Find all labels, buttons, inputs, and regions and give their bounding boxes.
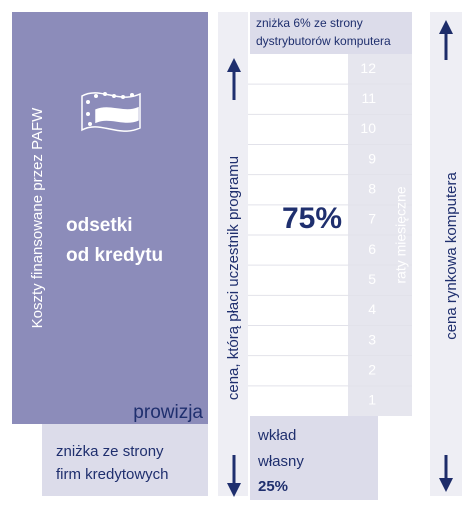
installment-number: 6: [368, 241, 376, 257]
discount-text: firm kredytowych: [56, 466, 169, 483]
installment-number: 8: [368, 180, 376, 196]
installment-number: 9: [368, 150, 376, 166]
cost-panel: [12, 12, 208, 424]
installment-number: 11: [361, 90, 376, 106]
heading: od kredytu: [66, 245, 163, 266]
installment-number: 7: [368, 211, 376, 227]
down-payment: wkład: [257, 427, 296, 444]
top-note-box: [250, 12, 412, 54]
vertical-label: cena, którą płaci uczestnik programu: [225, 156, 242, 400]
vertical-label: cena rynkowa komputera: [443, 172, 460, 340]
commission-label: prowizja: [133, 402, 203, 423]
percent: 75%: [282, 202, 342, 235]
vertical-label: Koszty finansowane przez PAFW: [29, 107, 46, 328]
down-payment-box: [250, 416, 378, 500]
heading: odsetki: [66, 215, 133, 236]
installment-number: 12: [360, 60, 376, 76]
installments-label: raty miesięczne: [393, 186, 409, 283]
installment-number: 3: [368, 331, 376, 347]
discount-text: zniżka ze strony: [56, 443, 164, 460]
down-payment: własny: [257, 453, 304, 470]
installment-number: 5: [368, 271, 376, 287]
installment-number: 4: [368, 301, 376, 317]
installment-number: 10: [360, 120, 376, 136]
down-payment: 25%: [258, 478, 288, 495]
discount-box: [42, 424, 208, 496]
installments: 12 11 10 9 8 7 6 5 4 3 2 1: [248, 60, 412, 408]
top-note: zniżka 6% ze strony: [256, 16, 363, 30]
installment-number: 2: [368, 361, 376, 377]
top-note: dystrybutorów komputera: [256, 34, 391, 48]
flag-icon: [81, 92, 141, 132]
installment-number: 1: [368, 392, 376, 408]
market-price-column: [430, 12, 462, 496]
